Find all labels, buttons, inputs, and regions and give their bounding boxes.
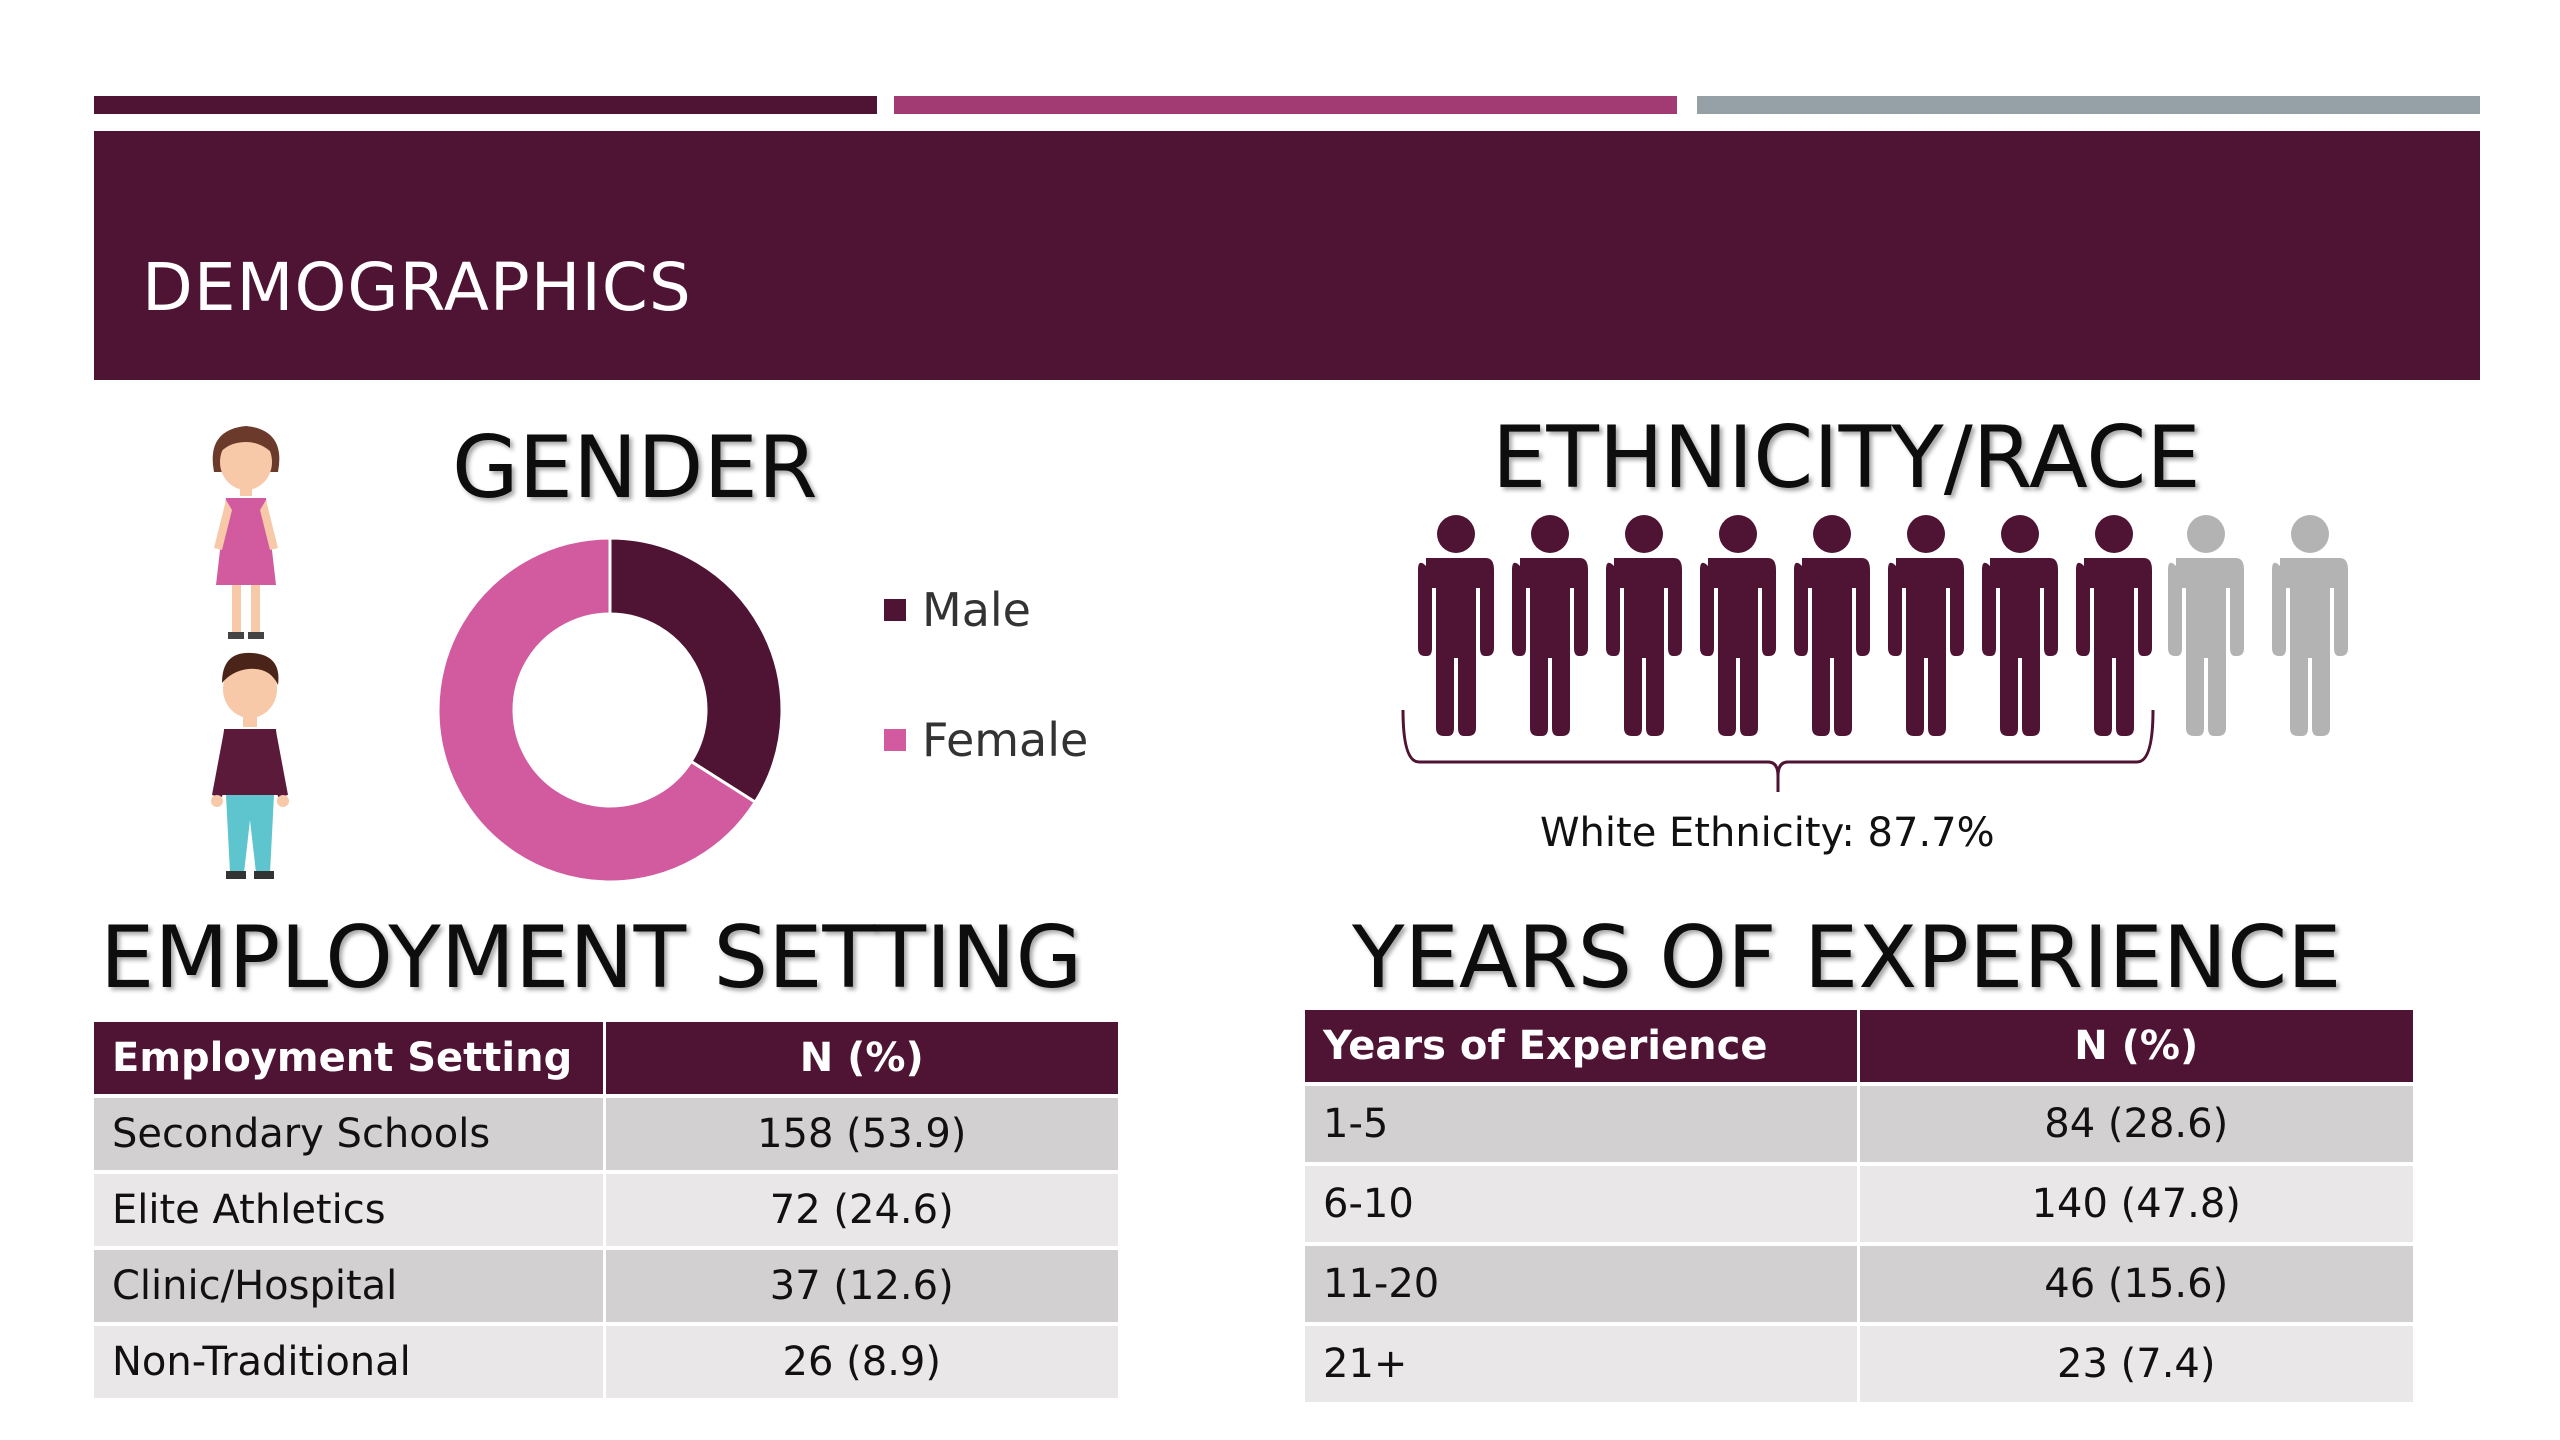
table-header-row: Employment Setting N (%) [94,1022,1118,1096]
table-cell: 46 (15.6) [1858,1242,2413,1324]
table-row: 21+ 23 (7.4) [1305,1322,2413,1402]
person-icon [1794,515,1870,736]
person-icon [1982,515,2058,736]
years-of-experience-table: Years of Experience N (%) 1-5 84 (28.6) … [1305,1010,2413,1402]
legend-item-male: Male [884,580,1088,640]
title-banner: DEMOGRAPHICS [94,131,2480,380]
legend-item-female: Female [884,710,1088,770]
years-of-experience-title: YEARS OF EXPERIENCE [1352,908,2342,1008]
table-row: 11-20 46 (15.6) [1305,1242,2413,1324]
person-icon [1888,515,1964,736]
employment-setting-table: Employment Setting N (%) Secondary Schoo… [94,1022,1118,1398]
female-figure-icon [212,426,280,639]
person-icon [1418,515,1494,736]
table-cell: 72 (24.6) [604,1170,1118,1248]
gender-donut-chart [436,536,784,884]
donut-slice-male [608,536,784,805]
legend-label-female: Female [922,713,1089,767]
table-cell: Clinic/Hospital [94,1246,606,1324]
table-row: Clinic/Hospital 37 (12.6) [94,1246,1118,1324]
male-figure-icon [211,652,289,879]
table-cell: 84 (28.6) [1858,1082,2413,1164]
donut-slice-female [436,536,758,884]
table-cell: 1-5 [1305,1082,1860,1164]
legend-swatch-male [884,599,906,621]
person-icon [1700,515,1776,736]
table-cell: 37 (12.6) [604,1246,1118,1324]
table-row: 1-5 84 (28.6) [1305,1082,2413,1164]
accent-bar-dark [94,96,877,114]
table-row: Non-Traditional 26 (8.9) [94,1322,1118,1398]
table-cell: 26 (8.9) [604,1322,1118,1398]
table-cell: 11-20 [1305,1242,1860,1324]
curly-brace [1401,709,2155,792]
white-ethnicity-label: White Ethnicity: 87.7% [1540,810,1995,856]
table-cell: 21+ [1305,1322,1860,1402]
person-icon [2168,515,2244,736]
table-row: Secondary Schools 158 (53.9) [94,1094,1118,1172]
person-icon [1606,515,1682,736]
column-header: Employment Setting [94,1022,606,1096]
table-row: Elite Athletics 72 (24.6) [94,1170,1118,1248]
gender-legend: Male Female [884,580,1088,840]
legend-label-male: Male [922,583,1031,637]
person-icon [2272,515,2348,736]
table-cell: 6-10 [1305,1162,1860,1244]
ethnicity-title: ETHNICITY/RACE [1492,408,2201,508]
employment-setting-title: EMPLOYMENT SETTING [100,908,1083,1008]
accent-bar-grey [1697,96,2480,114]
table-cell: Elite Athletics [94,1170,606,1248]
accent-bar-pink [894,96,1677,114]
table-cell: 158 (53.9) [604,1094,1118,1172]
table-cell: Secondary Schools [94,1094,606,1172]
column-header: N (%) [604,1022,1118,1096]
table-row: 6-10 140 (47.8) [1305,1162,2413,1244]
slide-title: DEMOGRAPHICS [142,249,692,326]
table-cell: Non-Traditional [94,1322,606,1398]
legend-swatch-female [884,729,906,751]
table-cell: 140 (47.8) [1858,1162,2413,1244]
ethnicity-pictograph [1401,515,2348,792]
table-cell: 23 (7.4) [1858,1322,2413,1402]
table-header-row: Years of Experience N (%) [1305,1010,2413,1084]
person-icon [2076,515,2152,736]
person-icon [1512,515,1588,736]
column-header: Years of Experience [1305,1010,1860,1084]
gender-title: GENDER [452,418,818,518]
column-header: N (%) [1858,1010,2413,1084]
